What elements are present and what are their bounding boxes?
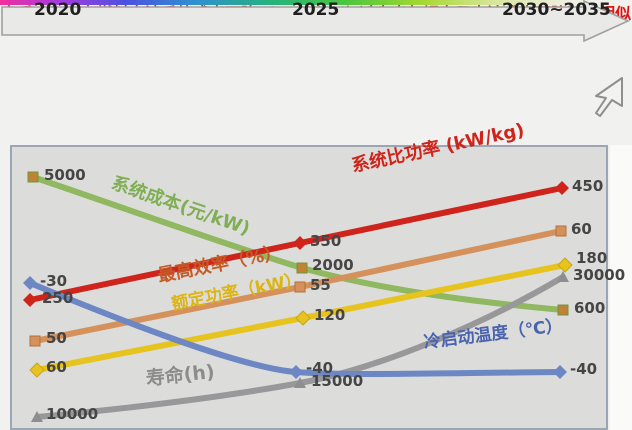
system-cost-value-2030: 600 (574, 299, 606, 317)
rated-power-value-2020: 60 (46, 358, 67, 376)
timeline-year-2020: 2020 (34, 0, 82, 20)
max-efficiency-value-2030: 60 (571, 220, 592, 238)
timeline-year-2030-2035: 2030~2035 (502, 0, 611, 20)
timeline-arrow (1, 0, 630, 43)
rated-power-value-2030: 180 (576, 249, 608, 267)
lifetime-value-2020: 10000 (46, 405, 99, 423)
system-cost-markers (27, 171, 569, 316)
chart-panel: 5000 2000 600 250 350 450 50 55 60 60 12… (10, 120, 625, 430)
timeline-arrow-shape (1, 0, 630, 43)
rated-power-value-2025: 120 (314, 306, 346, 324)
cold-start-value-2020: -30 (40, 272, 68, 290)
specific-power-value-2030: 450 (572, 177, 604, 195)
lifetime-value-2030: 30000 (573, 266, 626, 284)
lifetime-markers (31, 271, 569, 422)
rated-power-markers (29, 257, 573, 378)
page-margin (610, 145, 632, 430)
lifetime-line (34, 274, 566, 420)
system-cost-value-2025: 2000 (312, 256, 354, 274)
timeline-year-2025: 2025 (292, 0, 340, 20)
cold-start-value-2025: -40 (306, 359, 334, 377)
max-efficiency-value-2025: 55 (310, 276, 331, 294)
rainbow-divider (0, 0, 632, 5)
lifetime-value-2025: 15000 (311, 372, 364, 390)
system-cost-value-2020: 5000 (44, 166, 86, 184)
cold-start-value-2030: -40 (570, 360, 598, 378)
max-efficiency-markers (29, 225, 567, 347)
specific-power-value-2020: 250 (42, 289, 74, 307)
mouse-cursor-icon (595, 77, 623, 117)
cold-start-markers (23, 276, 567, 379)
specific-power-markers (23, 181, 569, 307)
max-efficiency-value-2020: 50 (46, 329, 67, 347)
specific-power-value-2025: 350 (310, 232, 342, 250)
roadmap-line-chart (23, 171, 573, 422)
